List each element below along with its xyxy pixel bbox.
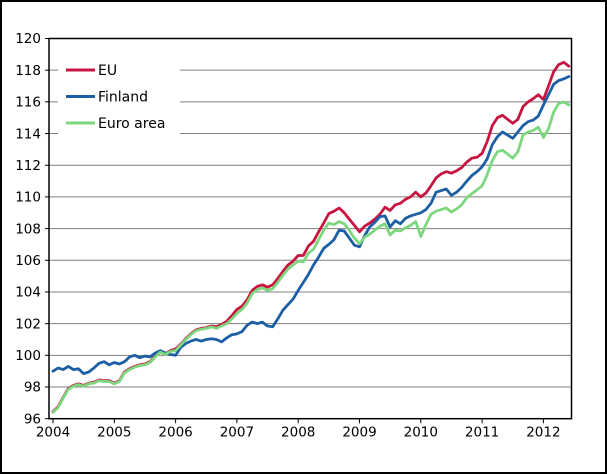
x-axis-label: 2006 <box>158 425 192 441</box>
y-axis-label: 98 <box>24 380 41 396</box>
y-axis-label: 114 <box>15 126 41 142</box>
y-axis-label: 118 <box>15 63 41 79</box>
y-axis-label: 112 <box>15 158 41 174</box>
y-axis-label: 102 <box>15 316 41 332</box>
y-axis-label: 96 <box>24 411 41 427</box>
legend-label-eu: EU <box>98 63 117 79</box>
y-axis-label: 116 <box>15 95 41 111</box>
legend-label-euro-area: Euro area <box>98 116 165 132</box>
y-axis-label: 120 <box>15 31 41 47</box>
x-axis-label: 2004 <box>36 425 70 441</box>
x-axis-label: 2011 <box>465 425 499 441</box>
x-axis-label: 2005 <box>97 425 131 441</box>
series-line-finland <box>51 75 571 376</box>
series-line-euro-area <box>51 100 571 414</box>
legend-label-finland: Finland <box>98 90 148 106</box>
x-axis-label: 2008 <box>281 425 315 441</box>
x-axis-label: 2009 <box>342 425 376 441</box>
y-axis-label: 104 <box>15 285 41 301</box>
x-axis-label: 2007 <box>220 425 254 441</box>
y-axis-label: 106 <box>15 253 41 269</box>
x-axis-label: 2012 <box>526 425 560 441</box>
y-axis-label: 110 <box>15 190 41 206</box>
y-axis-label: 100 <box>15 348 41 364</box>
x-axis-label: 2010 <box>404 425 438 441</box>
y-axis-label: 108 <box>15 221 41 237</box>
